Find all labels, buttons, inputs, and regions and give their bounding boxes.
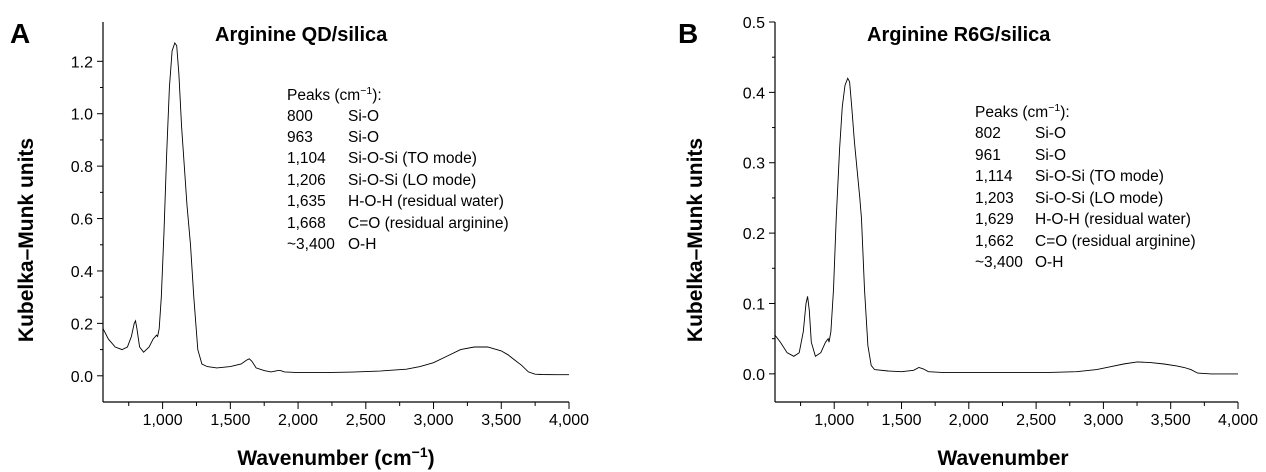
panel-b-ytick-label: 0.0 (743, 367, 765, 384)
panel-a-peak-5-assign: C=O (residual arginine) (348, 215, 509, 232)
panel-a-peaks-header-main: Peaks (cm (287, 87, 360, 104)
panel-a-peaks-header-end: ): (372, 87, 381, 104)
panel-a-xtick-label: 4,000 (549, 412, 589, 429)
panel-b-xtick-label: 3,500 (1151, 412, 1191, 429)
panel-b-peaks-header-sup: −1 (1048, 102, 1060, 114)
panel-a-ytick-label: 1.0 (71, 107, 93, 124)
panel-b-peak-6-wn: ~3,400 (975, 254, 1023, 271)
panel-a-xtick-label: 1,000 (143, 412, 183, 429)
panel-a-xtick-label: 2,500 (346, 412, 386, 429)
panel-b-xtick-label: 3,000 (1083, 412, 1123, 429)
panel-a-ytick-label: 0.6 (71, 212, 93, 229)
panel-a-xlabel-main: Wavenumber (cm (237, 447, 411, 470)
panel-b-peak-4-wn: 1,629 (975, 211, 1014, 228)
panel-a-ylabel: Kubelka–Munk units (15, 138, 38, 342)
panel-a-xtick-label: 3,500 (481, 412, 521, 429)
panel-b-peaks-header-end: ): (1060, 104, 1069, 121)
panel-a-letter: A (10, 18, 30, 49)
panel-b-peak-1-assign: Si-O (1035, 147, 1066, 164)
panel-a-peak-0-wn: 800 (287, 108, 313, 125)
panel-a-ytick-label: 0.8 (71, 159, 93, 176)
panel-b-peak-2-assign: Si-O-Si (TO mode) (1035, 168, 1164, 185)
panel-a-peak-6-assign: O-H (348, 236, 376, 253)
panel-b-peak-2-wn: 1,114 (975, 168, 1013, 185)
panel-a-peak-1-assign: Si-O (348, 129, 379, 146)
panel-a: A Arginine QD/silica Kubelka–Munk units … (10, 18, 589, 470)
panel-b-xtick-label: 2,500 (1016, 412, 1056, 429)
panel-b-ytick-label: 0.3 (743, 156, 765, 173)
panel-b-peaks-header-main: Peaks (cm (975, 104, 1048, 121)
panel-a-xtick-label: 3,000 (414, 412, 454, 429)
panel-b-letter: B (678, 18, 698, 49)
panel-b-peak-3-wn: 1,203 (975, 190, 1014, 207)
panel-a-peak-6-wn: ~3,400 (287, 236, 335, 253)
panel-b-peak-0-assign: Si-O (1035, 125, 1066, 142)
panel-b-xlabel-main: Wavenumber (937, 447, 1068, 470)
panel-a-peaks-annotation: Peaks (cm−1): 800 Si-O 963 Si-O 1,104 Si… (287, 85, 509, 253)
panel-a-peak-2-wn: 1,104 (287, 150, 326, 167)
panel-b-peak-6-assign: O-H (1035, 254, 1063, 271)
panel-b-peak-1-wn: 961 (975, 147, 1001, 164)
panel-a-peak-0-assign: Si-O (348, 108, 379, 125)
panel-b-xlabel: Wavenumber (937, 447, 1068, 470)
panel-b-peaks-header: Peaks (cm−1): (975, 102, 1070, 121)
panel-b-spectrum-line (774, 77, 1238, 375)
panel-b-ytick-label: 0.4 (743, 85, 765, 102)
panel-a-peak-1-wn: 963 (287, 129, 313, 146)
panel-a-peaks-header: Peaks (cm−1): (287, 85, 382, 104)
panel-a-axes: 0.0 0.2 0.4 0.6 0.8 1.0 1.2 1,000 1,500 2,000 2,50… (71, 22, 589, 429)
panel-a-peak-5-wn: 1,668 (287, 215, 326, 232)
panel-b-peak-5-wn: 1,662 (975, 233, 1014, 250)
panel-a-xtick-label: 2,000 (278, 412, 318, 429)
panel-a-peak-3-wn: 1,206 (287, 172, 326, 189)
panel-a-title: Arginine QD/silica (215, 24, 388, 46)
panel-b-ylabel: Kubelka–Munk units (684, 138, 707, 342)
panel-a-peak-3-assign: Si-O-Si (LO mode) (348, 172, 476, 189)
panel-a-peak-4-wn: 1,635 (287, 193, 326, 210)
panel-b-ytick-label: 0.2 (743, 226, 765, 243)
panel-a-peak-2-assign: Si-O-Si (TO mode) (348, 150, 477, 167)
panel-b-title: Arginine R6G/silica (867, 24, 1051, 46)
panel-a-xlabel-end: ) (428, 447, 435, 470)
panel-b-axes: 0.0 0.1 0.2 0.3 0.4 0.5 1,000 1,500 2,000 2,500 3,… (743, 15, 1258, 429)
panel-a-spectrum-line (102, 42, 569, 376)
panel-a-ytick-label: 1.2 (71, 54, 93, 71)
panel-a-ytick-label: 0.4 (71, 264, 93, 281)
panel-b-peaks-annotation: Peaks (cm−1): 802 Si-O 961 Si-O 1,114 Si… (975, 102, 1196, 271)
panel-a-xlabel-sup: −1 (412, 444, 428, 460)
panel-b-ytick-label: 0.5 (743, 15, 765, 32)
panel-b-xtick-label: 2,000 (949, 412, 989, 429)
panel-b-peak-4-assign: H-O-H (residual water) (1035, 211, 1191, 228)
panel-b: B Arginine R6G/silica Kubelka–Munk units… (678, 15, 1258, 470)
panel-a-xtick-label: 1,500 (210, 412, 250, 429)
panel-a-xlabel: Wavenumber (cm−1) (237, 444, 434, 470)
panel-a-peak-4-assign: H-O-H (residual water) (348, 193, 504, 210)
panel-b-ytick-label: 0.1 (743, 296, 765, 313)
panel-b-peak-0-wn: 802 (975, 125, 1001, 142)
panel-b-xtick-label: 1,500 (881, 412, 921, 429)
panel-b-xtick-label: 4,000 (1218, 412, 1258, 429)
panel-a-peaks-header-sup: −1 (360, 85, 372, 97)
panel-b-peak-3-assign: Si-O-Si (LO mode) (1035, 190, 1163, 207)
panel-a-ytick-label: 0.0 (71, 369, 93, 386)
panel-a-ytick-label: 0.2 (71, 316, 93, 333)
panel-b-peak-5-assign: C=O (residual arginine) (1035, 233, 1196, 250)
panel-b-xtick-label: 1,000 (814, 412, 854, 429)
